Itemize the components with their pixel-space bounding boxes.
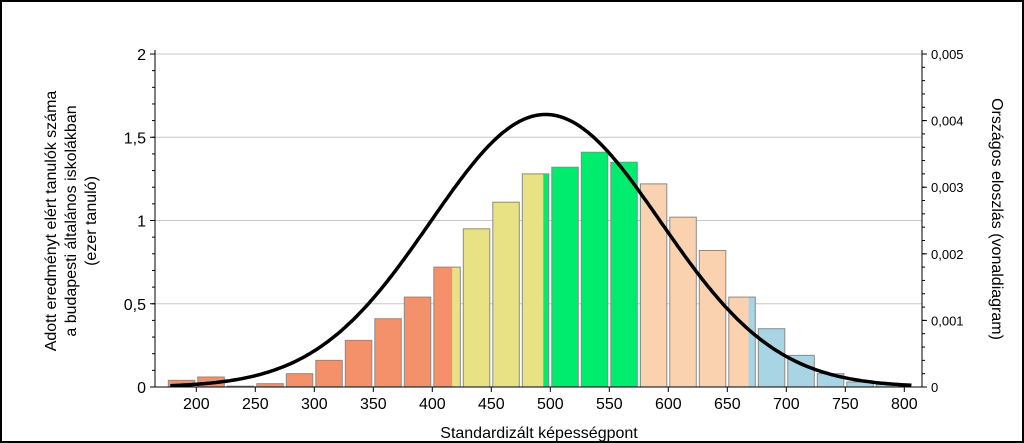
x-tick-label: 300 (301, 396, 328, 413)
bar-segment (315, 360, 343, 387)
x-axis-title: Standardizált képességpont (440, 425, 638, 442)
chart: 200 250 300 350 400 450 500 550 600 650 700 750 800 … (43, 47, 1005, 442)
bar-segment (748, 297, 756, 387)
x-tick-label: 650 (714, 396, 741, 413)
bar (403, 296, 432, 388)
bar-segment (463, 228, 490, 387)
bar (433, 266, 461, 388)
y-right-tick-label: 0,001 (931, 313, 964, 328)
bar-segment (433, 267, 453, 387)
bar-segment (522, 173, 544, 387)
x-tick-label: 600 (655, 396, 682, 413)
bar (521, 173, 550, 388)
bar-segment (256, 383, 284, 387)
y-left-tick-label: 0 (137, 380, 146, 397)
bar-segment (345, 340, 372, 387)
bar (492, 201, 520, 388)
x-tick-label: 350 (360, 396, 387, 413)
distribution-curve (170, 112, 912, 388)
bar (374, 318, 402, 388)
y-left-tick-label: 1,5 (124, 130, 146, 147)
y-right-tick-label: 0,002 (931, 247, 964, 262)
bar (698, 249, 727, 388)
bar-series (167, 151, 904, 388)
y-right-tick-label: 0,004 (931, 114, 964, 129)
x-tick-label: 550 (596, 396, 623, 413)
x-tick-label: 200 (183, 396, 210, 413)
bar-segment (876, 384, 903, 387)
x-tick-label: 800 (891, 396, 918, 413)
y-right-tick-label: 0,003 (931, 180, 964, 195)
bar (639, 183, 668, 388)
bar-segment (758, 328, 785, 387)
y-left-tick-label: 2 (137, 47, 146, 64)
y-left-axis-title-line-3: (ezer tanuló) (83, 176, 100, 266)
distribution-curve-series (170, 112, 912, 388)
bar (285, 373, 314, 388)
y-right-tick-labels: 0 0,001 0,002 0,003 0,004 0,005 (922, 47, 964, 395)
bar-segment (846, 382, 874, 387)
bar-segment (699, 250, 726, 387)
x-tick-label: 700 (773, 396, 800, 413)
y-left-axis-title-line-1: Adott eredményt elért tanulók száma (43, 91, 60, 352)
bar-segment (374, 318, 402, 387)
bar (462, 228, 491, 388)
x-tick-label: 450 (478, 396, 505, 413)
x-tick-label: 250 (242, 396, 269, 413)
bar (315, 359, 343, 388)
bar (551, 166, 579, 388)
bar (580, 151, 609, 388)
y-right-tick-label: 0 (931, 380, 938, 395)
x-tick-label: 500 (537, 396, 564, 413)
bar (669, 216, 697, 388)
x-tick-label: 400 (419, 396, 446, 413)
bar-segment (492, 202, 520, 387)
bar-segment (286, 373, 313, 387)
bar (728, 296, 756, 388)
bar-segment (551, 167, 579, 387)
bar-segment (452, 267, 461, 387)
y-right-axis-title: Országos eloszlás (vonaldiagram) (988, 98, 1005, 340)
bar (610, 161, 638, 388)
x-tick-labels: 200 250 300 350 400 450 500 550 600 650 700 750 800 (183, 387, 918, 413)
y-left-tick-labels: 0 0,5 1 1,5 2 (124, 47, 155, 397)
y-right-tick-label: 0,005 (931, 47, 964, 62)
x-tick-label: 750 (832, 396, 859, 413)
axes (154, 50, 923, 388)
bar-segment (641, 183, 667, 387)
y-left-tick-label: 0,5 (124, 297, 146, 314)
bar-segment (728, 297, 749, 387)
bar-segment (581, 152, 608, 387)
y-left-tick-label: 1 (137, 214, 146, 231)
bar (757, 328, 786, 388)
bar-segment (669, 217, 697, 387)
bar-segment (610, 162, 638, 387)
y-left-axis-title-line-2: a budapesti általános iskolákban (63, 105, 80, 336)
bar (344, 339, 373, 388)
bar-segment (404, 297, 431, 387)
bar-segment (543, 173, 549, 387)
